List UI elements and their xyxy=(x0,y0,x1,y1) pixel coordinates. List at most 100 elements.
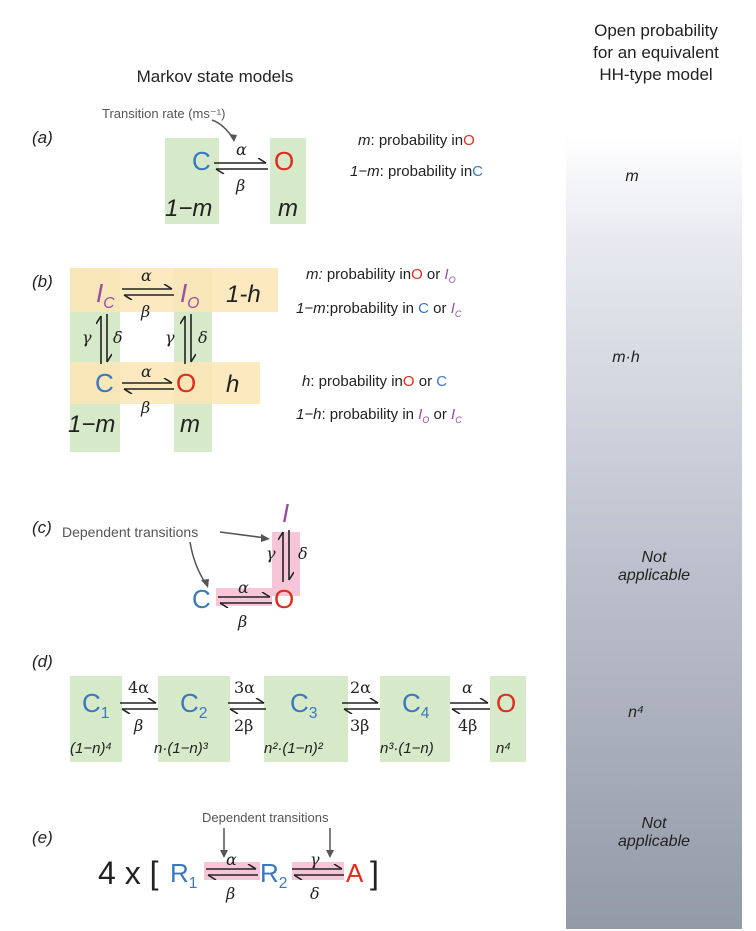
e-annotation-arrows xyxy=(220,828,334,858)
hh-header-line3: HH-type model xyxy=(599,65,713,84)
b-desc-1-text: probability in xyxy=(322,266,412,283)
b-desc-4-var: 1−h xyxy=(296,406,322,423)
b-yellow-row-top xyxy=(70,268,278,312)
hh-header-line1: Open probability xyxy=(594,21,718,40)
d-forward-2: 3α xyxy=(234,678,255,697)
hh-prob-c: Not applicable xyxy=(566,549,742,585)
open-probability-column xyxy=(566,134,742,929)
b-desc-4-s1-sub: O xyxy=(422,415,430,425)
b-desc-2-var: 1−m xyxy=(296,300,326,317)
a-desc-2-text: : probability in xyxy=(379,163,473,180)
a-closed-box xyxy=(165,138,219,224)
d-state-o: O xyxy=(496,688,517,718)
b-desc-2: 1−m:probability in C or IC xyxy=(296,300,461,319)
c-state-O: O xyxy=(274,584,295,614)
d-forward-3: 2α xyxy=(350,678,371,697)
d-state-c3: C3 xyxy=(290,690,317,727)
e-delta: δ xyxy=(310,884,320,903)
b-desc-1-var: m: xyxy=(306,266,323,283)
b-desc-1-s1: O xyxy=(411,266,423,283)
panel-label-a: (a) xyxy=(32,128,53,147)
e-state-A: A xyxy=(346,858,364,888)
b-desc-2-or: or xyxy=(429,300,451,317)
a-state-O: O xyxy=(274,146,295,176)
e-dependent-annotation: Dependent transitions xyxy=(202,810,329,825)
e-suffix: ] xyxy=(370,855,379,891)
b-delta-left: δ xyxy=(113,328,123,347)
d-backward-4: 4β xyxy=(458,716,478,735)
b-arrow-bottom xyxy=(122,378,174,394)
d-under-c1: (1−n)⁴ xyxy=(70,740,112,757)
a-desc-1: m: probability inO xyxy=(358,132,475,149)
a-alpha: α xyxy=(236,140,247,159)
b-desc-4: 1−h: probability in IO or IC xyxy=(296,406,462,425)
b-desc-3-or: or xyxy=(414,373,437,390)
b-desc-4-s1-letter: I xyxy=(418,406,423,423)
b-desc-2-text: :probability in xyxy=(325,300,419,317)
b-desc-3-var: h xyxy=(302,373,311,390)
hh-header-line2: for an equivalent xyxy=(593,43,719,62)
e-arrow-1 xyxy=(206,864,258,880)
b-desc-4-or: or xyxy=(429,406,452,423)
panel-label-e: (e) xyxy=(32,828,53,847)
b-desc-1-s2-sub: O xyxy=(448,275,456,285)
e-gamma: γ xyxy=(310,850,320,869)
a-desc-1-var: m xyxy=(358,132,371,149)
d-under-o: n⁴ xyxy=(496,740,511,757)
b-desc-2-s2-letter: I xyxy=(450,300,455,317)
hh-prob-c-line2: applicable xyxy=(617,567,691,584)
b-IO-letter: I xyxy=(180,278,188,308)
b-gamma-left: γ xyxy=(82,328,92,347)
a-desc-2-state: C xyxy=(472,163,484,180)
e-R2-letter: R xyxy=(260,858,279,888)
d-backward-3: 3β xyxy=(350,716,370,735)
a-desc-1-text: : probability in xyxy=(370,132,464,149)
b-beta-bottom: β xyxy=(141,398,151,417)
b-desc-3-s1: O xyxy=(402,373,415,390)
c-annotation-arrows xyxy=(189,531,270,588)
b-desc-3-text: : probability in xyxy=(310,373,403,390)
c-delta: δ xyxy=(298,544,308,563)
hh-prob-e-line1: Not xyxy=(641,815,667,832)
b-desc-1-or: or xyxy=(422,266,445,283)
a-desc-1-state: O xyxy=(463,132,475,149)
d-under-c3: n²·(1−n)² xyxy=(264,740,323,757)
b-state-C: C xyxy=(95,368,114,398)
d-c3-sub: 3 xyxy=(308,705,318,723)
d-backward-1: β xyxy=(134,716,144,735)
panel-label-d: (d) xyxy=(32,652,53,671)
b-state-O: O xyxy=(176,368,197,398)
b-gamma-right: γ xyxy=(165,328,175,347)
c-beta: β xyxy=(238,612,248,631)
panel-label-c: (c) xyxy=(32,518,52,537)
b-desc-2-s2: IC xyxy=(450,300,462,319)
c-state-C: C xyxy=(192,584,211,614)
d-box-c4 xyxy=(380,676,450,762)
d-c2-letter: C xyxy=(180,688,199,718)
a-state-C: C xyxy=(192,146,211,176)
d-state-c2: C2 xyxy=(180,690,207,727)
d-c4-letter: C xyxy=(402,688,421,718)
b-desc-1-s2-letter: I xyxy=(444,266,449,283)
hh-prob-e: Not applicable xyxy=(566,815,742,851)
d-arrow-1 xyxy=(120,698,158,714)
b-h: h xyxy=(226,371,240,398)
d-state-c1: C1 xyxy=(82,690,109,727)
d-backward-2: 2β xyxy=(234,716,254,735)
b-state-IC: IC xyxy=(96,280,115,317)
b-under-C: 1−m xyxy=(68,411,116,438)
hh-prob-a: m xyxy=(625,168,639,185)
b-arrow-right-vertical xyxy=(180,314,196,364)
c-arrow-vertical xyxy=(278,530,294,582)
b-arrow-left-vertical xyxy=(96,314,112,364)
a-desc-2-var: 1−m xyxy=(350,163,380,180)
a-beta: β xyxy=(236,176,246,195)
b-IC-sub: C xyxy=(103,295,115,313)
d-arrow-4 xyxy=(450,698,490,714)
d-c1-letter: C xyxy=(82,688,101,718)
e-beta: β xyxy=(226,884,236,903)
d-c2-sub: 2 xyxy=(198,705,208,723)
b-delta-right: δ xyxy=(198,328,208,347)
d-state-c4: C4 xyxy=(402,690,429,727)
c-state-I: I xyxy=(282,498,290,528)
